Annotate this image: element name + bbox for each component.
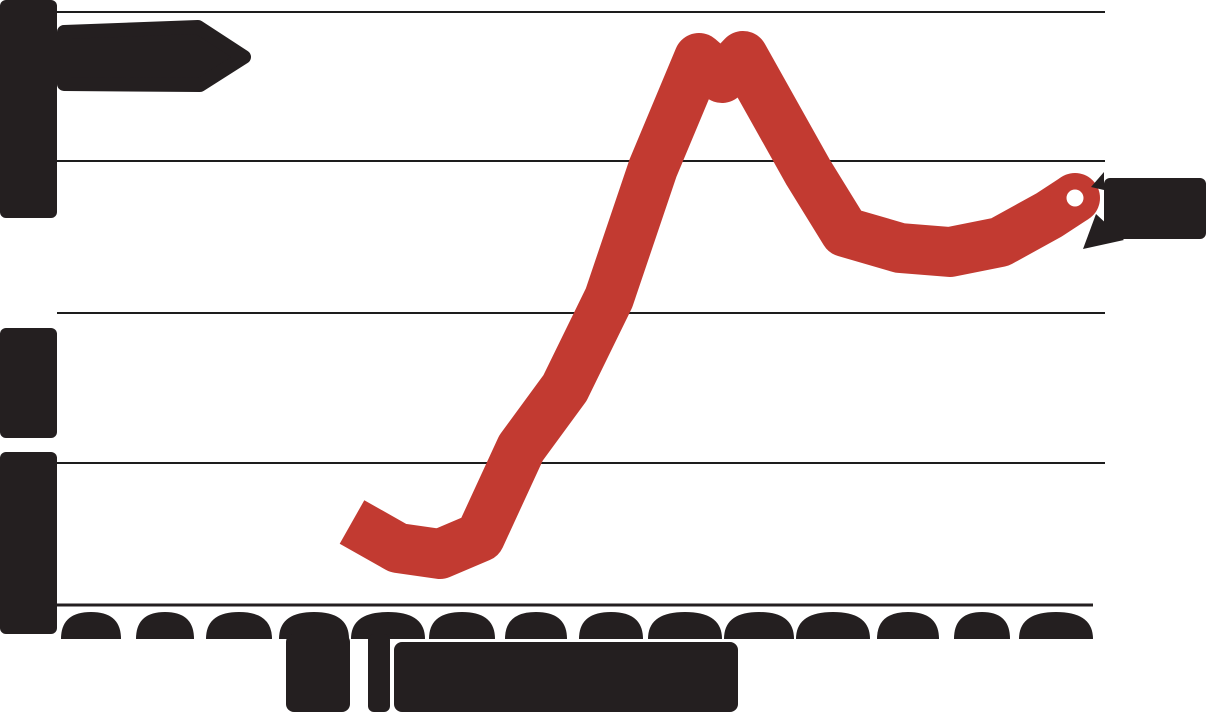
annotation-label-wedge (1091, 172, 1104, 190)
x-axis-label-blob (351, 612, 425, 639)
x-axis-label-blob (136, 612, 194, 639)
annotation-arrow-icon (1083, 214, 1124, 249)
x-axis-label-blob (61, 612, 121, 639)
caption-text-blob (286, 634, 350, 712)
y-axis-label-blob (0, 452, 57, 634)
x-axis-label-blob (429, 612, 495, 639)
x-axis-label-blob (648, 612, 722, 639)
title-text-blob (57, 20, 251, 92)
x-axis-label-blob (206, 612, 272, 639)
caption-text-blob (394, 642, 738, 712)
x-axis-label-blob (279, 612, 349, 639)
x-axis-label-blob (954, 612, 1010, 639)
x-axis-label-blob (724, 612, 794, 639)
line-end-marker (1066, 189, 1084, 207)
x-axis-label-blob (1019, 612, 1093, 639)
y-axis-label-blob (0, 0, 57, 218)
data-line (339, 31, 1089, 579)
annotation-label-blob (1104, 178, 1206, 239)
y-axis-label-blob (0, 328, 57, 438)
x-axis-label-blob (505, 612, 567, 639)
x-axis-label-blob (579, 612, 643, 639)
caption-text-blob (368, 634, 390, 712)
x-axis-label-blob (796, 612, 870, 639)
x-axis-label-blob (877, 612, 939, 639)
